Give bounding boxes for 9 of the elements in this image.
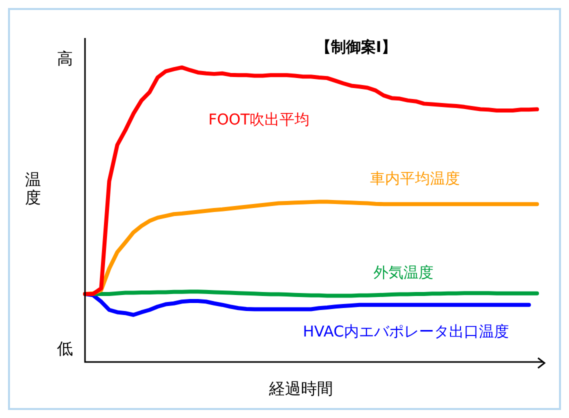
chart-title: 【制御案Ⅰ】 xyxy=(316,38,396,56)
series-label: 車内平均温度 xyxy=(370,169,460,188)
text: 低 xyxy=(57,339,73,358)
series-label: HVAC内エバポレータ出口温度 xyxy=(302,322,509,340)
x-axis-title: 経過時間 xyxy=(268,379,333,398)
y-axis-title: 温度 xyxy=(25,170,41,208)
text: FOOT吹出平均 xyxy=(208,110,310,128)
text: 高 xyxy=(57,49,73,68)
series-label: 外気温度 xyxy=(374,264,434,282)
